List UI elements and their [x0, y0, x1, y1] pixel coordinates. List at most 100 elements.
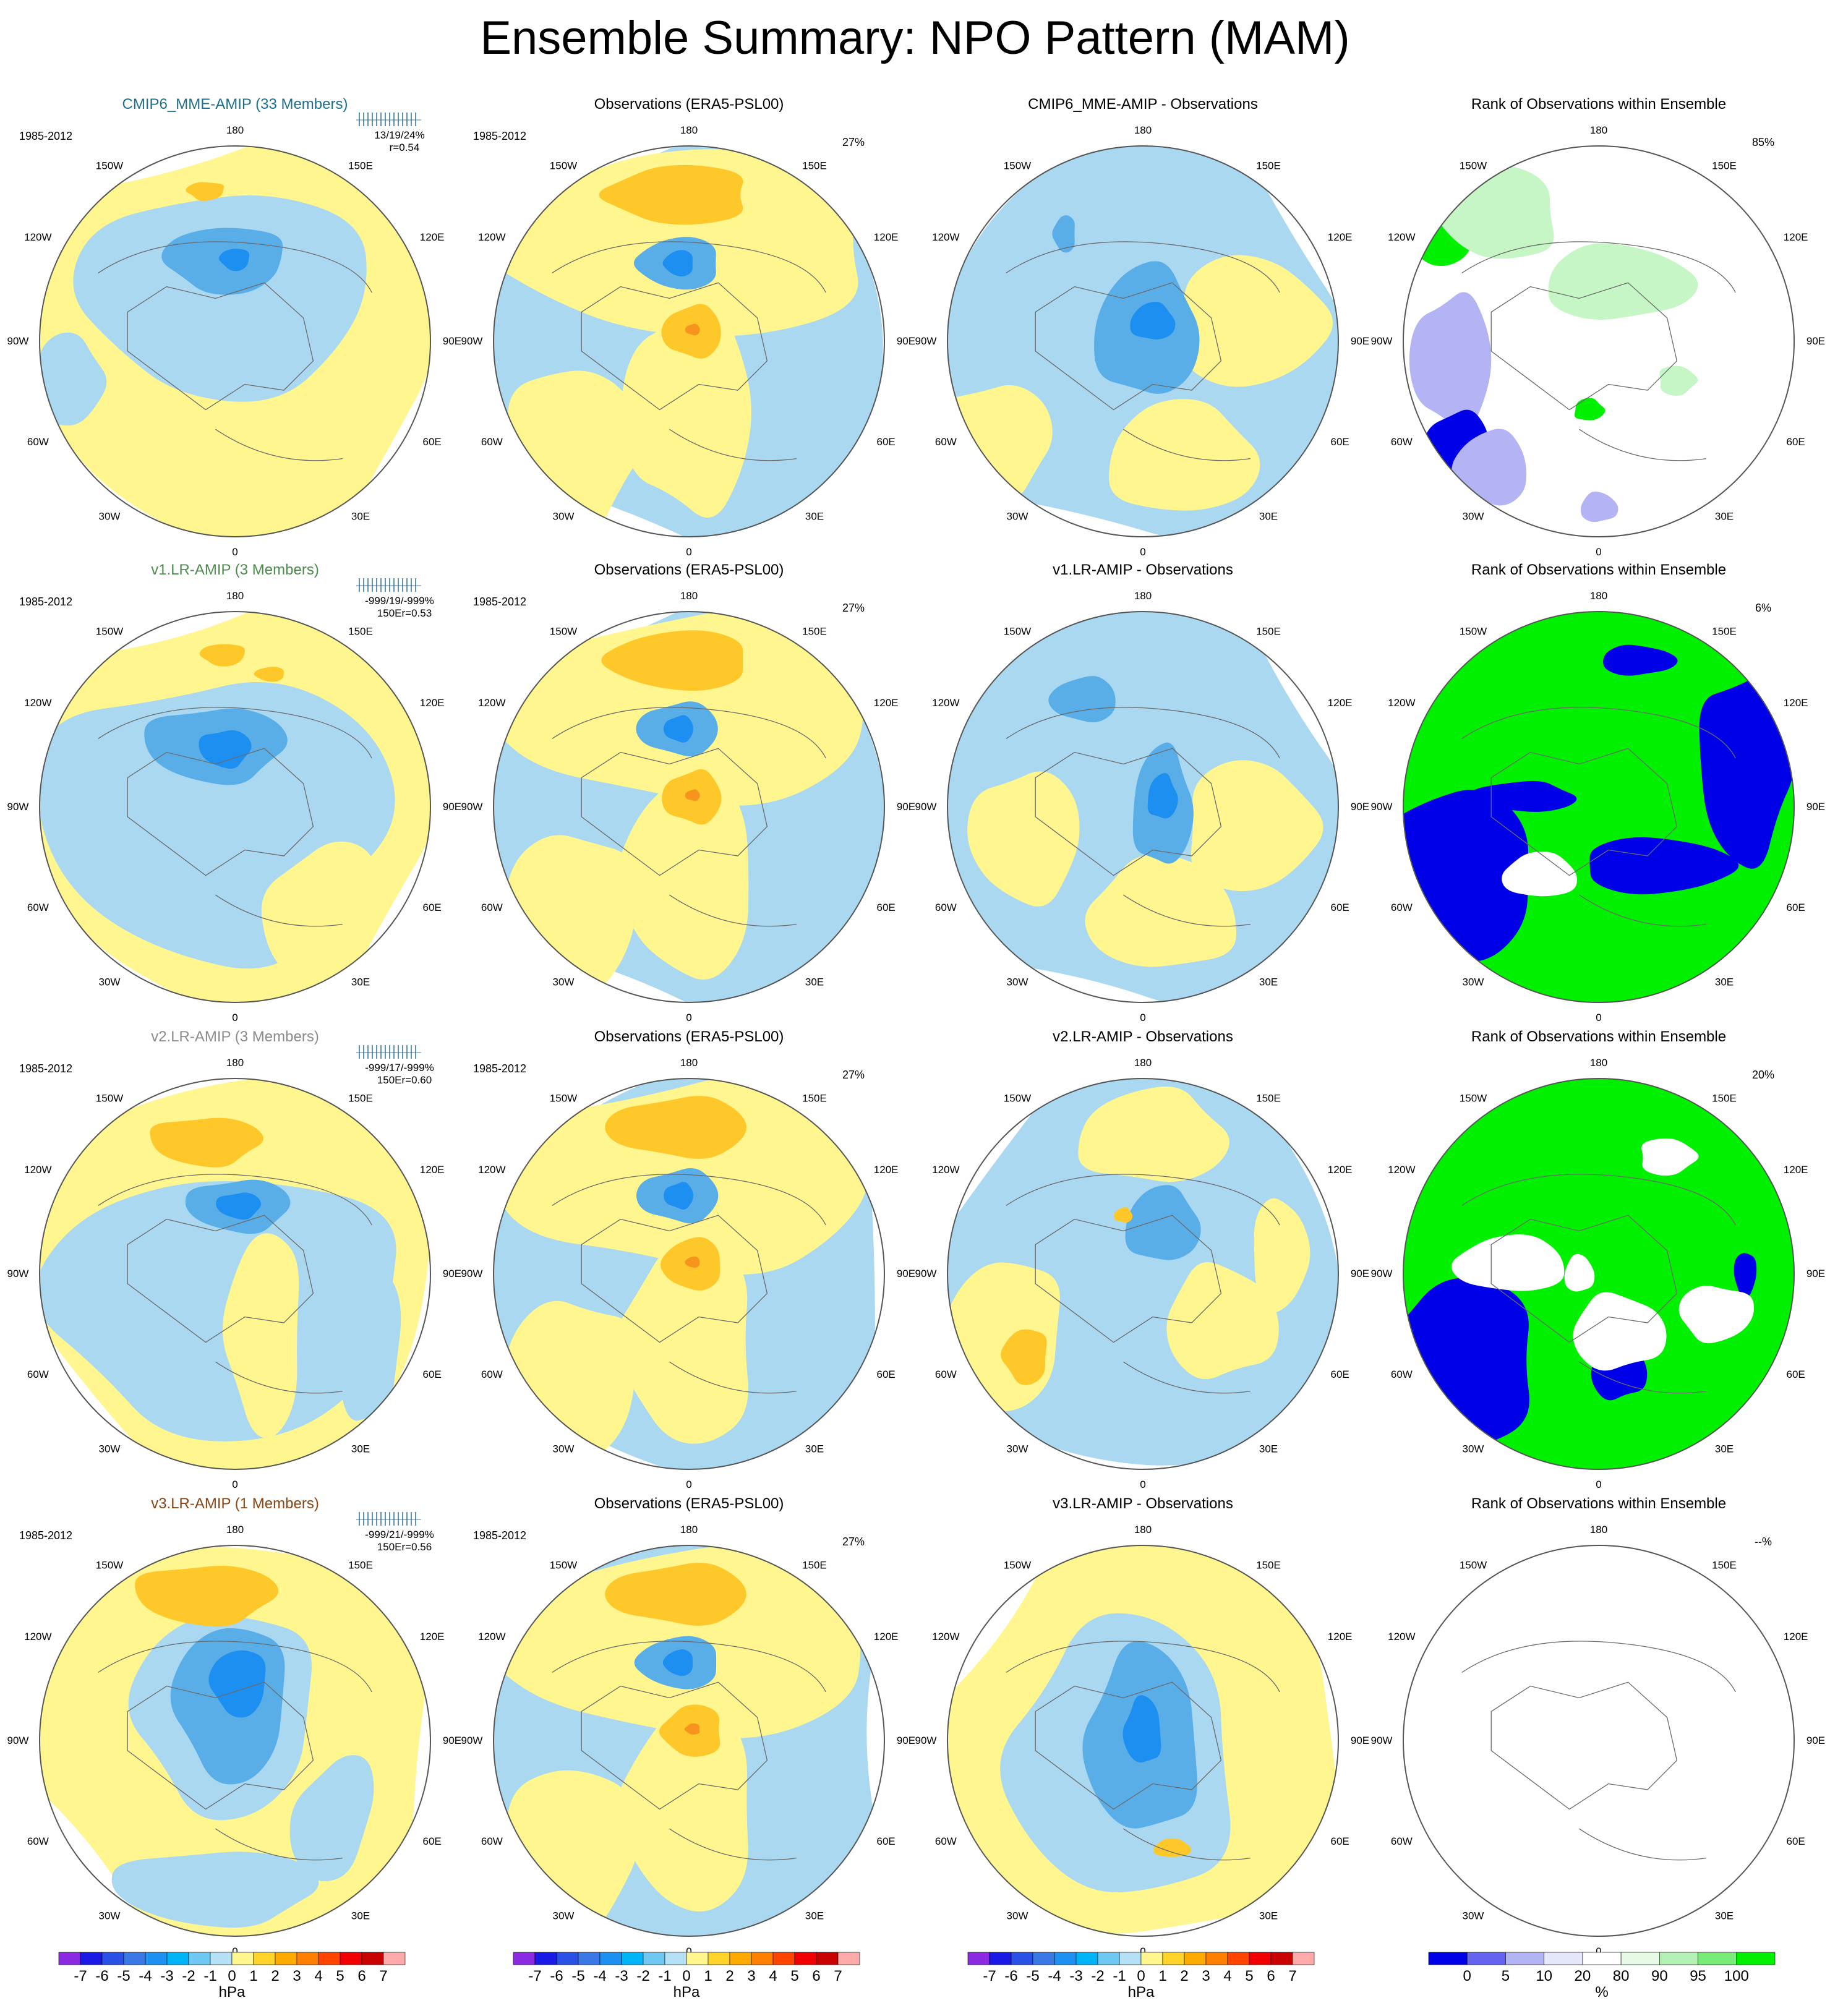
longitude-label: 120E [1328, 1164, 1353, 1176]
longitude-label: 120E [1328, 697, 1353, 709]
panel-title: Observations (ERA5-PSL00) [594, 1028, 784, 1045]
longitude-label: 90W [915, 1268, 937, 1279]
colorbar-tick-label: -5 [1026, 1968, 1039, 1984]
longitude-label: 90W [915, 1735, 937, 1746]
longitude-label: 30E [1715, 1443, 1734, 1455]
colorbar-tick-label: 7 [379, 1968, 387, 1984]
longitude-label: 60E [1331, 1369, 1349, 1380]
map-panel-obs-row-3: 180 150E 120E 90E 60E 30E 0 30W 60W 90W 120W 150W Ob… [461, 1028, 916, 1490]
colorbar-tick-label: 90 [1651, 1968, 1668, 1984]
map-fill [1403, 146, 1794, 537]
colorbar-hpa-1: -7 -6 -5 -4 -3 -2 -1 0 1 2 3 4 5 6 7 hPa [58, 1952, 406, 2001]
colorbar-tick-label: -4 [139, 1968, 152, 1984]
longitude-label: 60W [27, 1835, 49, 1847]
map-fill [947, 1545, 1338, 1934]
longitude-label: 180 [1134, 590, 1152, 602]
map-border [493, 1545, 885, 1937]
longitude-label: 30E [1259, 1443, 1278, 1455]
coastlines [1006, 1174, 1280, 1394]
colorbar-swatch [361, 1952, 384, 1965]
colorbar-swatch [210, 1952, 233, 1965]
colorbar-swatch [231, 1952, 254, 1965]
longitude-label: 60E [423, 436, 442, 448]
longitude-label: 30E [1715, 511, 1734, 523]
coastlines [1461, 1641, 1736, 1861]
longitude-label: 90E [443, 1268, 461, 1279]
map-fill [494, 612, 884, 1002]
longitude-label: 90E [1806, 801, 1825, 813]
stat-label: 13/19/24% [374, 129, 424, 141]
longitude-label: 30W [99, 511, 121, 523]
colorbar-tick-label: -6 [1004, 1968, 1017, 1984]
colorbar-tick-label: 7 [834, 1968, 842, 1984]
longitude-label: 60E [877, 1835, 896, 1847]
longitude-label: 90W [915, 801, 937, 813]
longitude-label: 90W [461, 801, 483, 813]
longitude-label: 120W [1388, 1631, 1415, 1642]
longitude-label: 150W [1004, 625, 1031, 637]
stat-label: -999/17/-999% [365, 1062, 434, 1074]
longitude-label: 150W [550, 160, 577, 171]
longitude-label: 30E [1259, 976, 1278, 988]
longitude-label: 150W [1460, 1092, 1487, 1104]
longitude-label: 90W [1371, 335, 1393, 347]
colorbar-tick-label: 4 [1223, 1968, 1231, 1984]
colorbar-tick-label: 2 [725, 1968, 733, 1984]
longitude-label: 30W [1007, 1443, 1028, 1455]
coastlines [1006, 241, 1280, 461]
longitude-label: 30E [805, 976, 824, 988]
longitude-label: 120E [1784, 1631, 1808, 1642]
colorbar-swatch [383, 1952, 406, 1965]
longitude-label: 30E [351, 511, 370, 523]
longitude-label: 180 [226, 1524, 244, 1535]
colorbar-tick-label: -1 [1113, 1968, 1126, 1984]
colorbar-tick-label: 5 [790, 1968, 798, 1984]
stat-label: -999/21/-999% [365, 1529, 434, 1540]
longitude-label: 150E [1256, 160, 1281, 171]
map-border [947, 1545, 1339, 1937]
colorbar-swatch [513, 1952, 536, 1965]
colorbar-tick-label: -3 [615, 1968, 628, 1984]
map-border [947, 1078, 1339, 1470]
longitude-label: 120W [1388, 1164, 1415, 1176]
longitude-label: 60E [1331, 436, 1349, 448]
longitude-label: 90E [1351, 335, 1369, 347]
longitude-label: 180 [1590, 1524, 1607, 1535]
colorbar-swatch [599, 1952, 622, 1965]
colorbar-tick-label: 0 [228, 1968, 236, 1984]
colorbar-swatch [1162, 1952, 1185, 1965]
colorbar-units: % [1595, 1984, 1608, 2001]
panel-title: Observations (ERA5-PSL00) [594, 562, 784, 578]
map-fill [947, 612, 1338, 1002]
colorbar-swatch [1205, 1952, 1228, 1965]
panel-title: v1.LR-AMIP - Observations [1053, 562, 1233, 578]
colorbar-swatch [534, 1952, 557, 1965]
colorbar-swatch [1582, 1952, 1622, 1965]
longitude-label: 150W [1460, 160, 1487, 171]
longitude-label: 120E [1328, 1631, 1353, 1642]
longitude-label: 60E [1331, 1835, 1349, 1847]
map-border [947, 611, 1339, 1003]
correlation-label: r=0.54 [390, 142, 420, 153]
longitude-label: 150E [1712, 1559, 1737, 1571]
panel-title: v3.LR-AMIP - Observations [1053, 1495, 1233, 1512]
longitude-label: 120E [1784, 1164, 1808, 1176]
colorbar-swatch [729, 1952, 752, 1965]
percent-label: 20% [1752, 1069, 1774, 1081]
period-label: 1985-2012 [473, 596, 526, 608]
panel-title: v1.LR-AMIP (3 Members) [151, 562, 319, 578]
longitude-label: 120W [478, 1164, 505, 1176]
percent-label: 85% [1752, 136, 1774, 148]
colorbar-swatch [145, 1952, 168, 1965]
colorbar-swatch [664, 1952, 687, 1965]
colorbar-hpa-3: -7 -6 -5 -4 -3 -2 -1 0 1 2 3 4 5 6 7 hPa [967, 1952, 1315, 2001]
longitude-label: 60W [481, 1369, 503, 1380]
coastlines [1461, 241, 1736, 461]
longitude-label: 90W [7, 801, 29, 813]
map-border [1403, 611, 1795, 1003]
longitude-label: 120W [932, 1164, 959, 1176]
percent-label: --% [1755, 1535, 1772, 1548]
longitude-label: 180 [1134, 1524, 1152, 1535]
map-fill [40, 146, 430, 537]
colorbar-swatch [1659, 1952, 1698, 1965]
